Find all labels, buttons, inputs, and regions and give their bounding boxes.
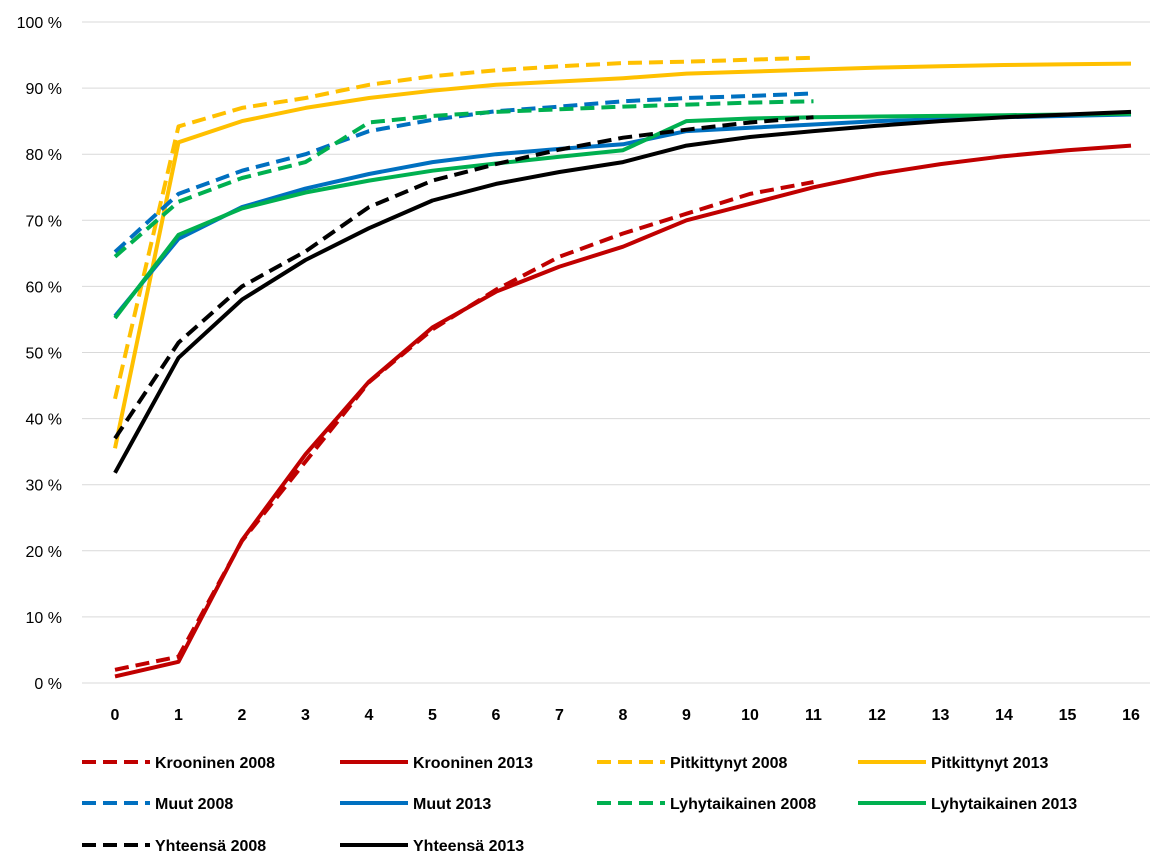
legend-label-krooninen-2013: Krooninen 2013 [413, 755, 533, 772]
y-tick-label: 80 % [26, 147, 62, 164]
x-tick-label: 14 [995, 707, 1013, 724]
x-tick-label: 15 [1059, 707, 1077, 724]
x-tick-label: 13 [932, 707, 950, 724]
x-tick-label: 2 [238, 707, 247, 724]
x-axis-tick-labels: 0 1 2 3 4 5 6 7 8 9 10 11 12 13 14 15 16 [111, 707, 1140, 724]
series-line-yhteens-2013 [113, 109, 1132, 474]
legend-label-yhteens-2008: Yhteensä 2008 [155, 838, 266, 855]
legend-label-muut-2013: Muut 2013 [413, 796, 491, 813]
legend-label-lyhytaikainen-2008: Lyhytaikainen 2008 [670, 796, 816, 813]
legend-label-krooninen-2008: Krooninen 2008 [155, 755, 275, 772]
x-tick-label: 5 [428, 707, 437, 724]
x-tick-label: 10 [741, 707, 759, 724]
series-line-yhteens-2008 [113, 115, 814, 440]
y-tick-label: 40 % [26, 412, 62, 429]
y-tick-label: 50 % [26, 346, 62, 363]
legend-label-yhteens-2013: Yhteensä 2013 [413, 838, 524, 855]
series-line-krooninen-2013 [114, 143, 1132, 679]
series-line-lyhytaikainen-2013 [113, 111, 1132, 320]
y-tick-label: 20 % [26, 544, 62, 561]
legend-label-lyhytaikainen-2013: Lyhytaikainen 2013 [931, 796, 1077, 813]
x-tick-label: 9 [682, 707, 691, 724]
y-tick-label: 60 % [26, 279, 62, 296]
series-line-pitkittynyt-2008 [113, 55, 814, 400]
x-tick-label: 16 [1122, 707, 1140, 724]
legend-label-muut-2008: Muut 2008 [155, 796, 233, 813]
legend: Krooninen 2008 Krooninen 2013 Pitkittynyt … [82, 755, 1077, 855]
y-tick-label: 100 % [17, 15, 62, 32]
x-tick-label: 12 [868, 707, 886, 724]
x-tick-label: 4 [365, 707, 374, 724]
x-tick-label: 3 [301, 707, 310, 724]
series-line-lyhytaikainen-2008 [113, 99, 814, 259]
series-lines [113, 55, 1132, 679]
legend-label-pitkittynyt-2013: Pitkittynyt 2013 [931, 755, 1048, 772]
y-tick-label: 30 % [26, 478, 62, 495]
x-tick-label: 8 [619, 707, 628, 724]
y-tick-label: 70 % [26, 213, 62, 230]
x-tick-label: 1 [174, 707, 183, 724]
series-line-krooninen-2008 [114, 180, 814, 672]
x-tick-label: 7 [555, 707, 564, 724]
x-tick-label: 0 [111, 707, 120, 724]
y-tick-label: 0 % [34, 676, 62, 693]
y-tick-label: 90 % [26, 81, 62, 98]
y-tick-label: 10 % [26, 610, 62, 627]
x-tick-label: 11 [805, 707, 822, 724]
y-axis-tick-labels: 0 % 10 % 20 % 30 % 40 % 50 % 60 % 70 % 80 % 90 % 1… [17, 15, 62, 693]
x-tick-label: 6 [492, 707, 501, 724]
legend-label-pitkittynyt-2008: Pitkittynyt 2008 [670, 755, 787, 772]
series-line-pitkittynyt-2013 [113, 61, 1132, 449]
